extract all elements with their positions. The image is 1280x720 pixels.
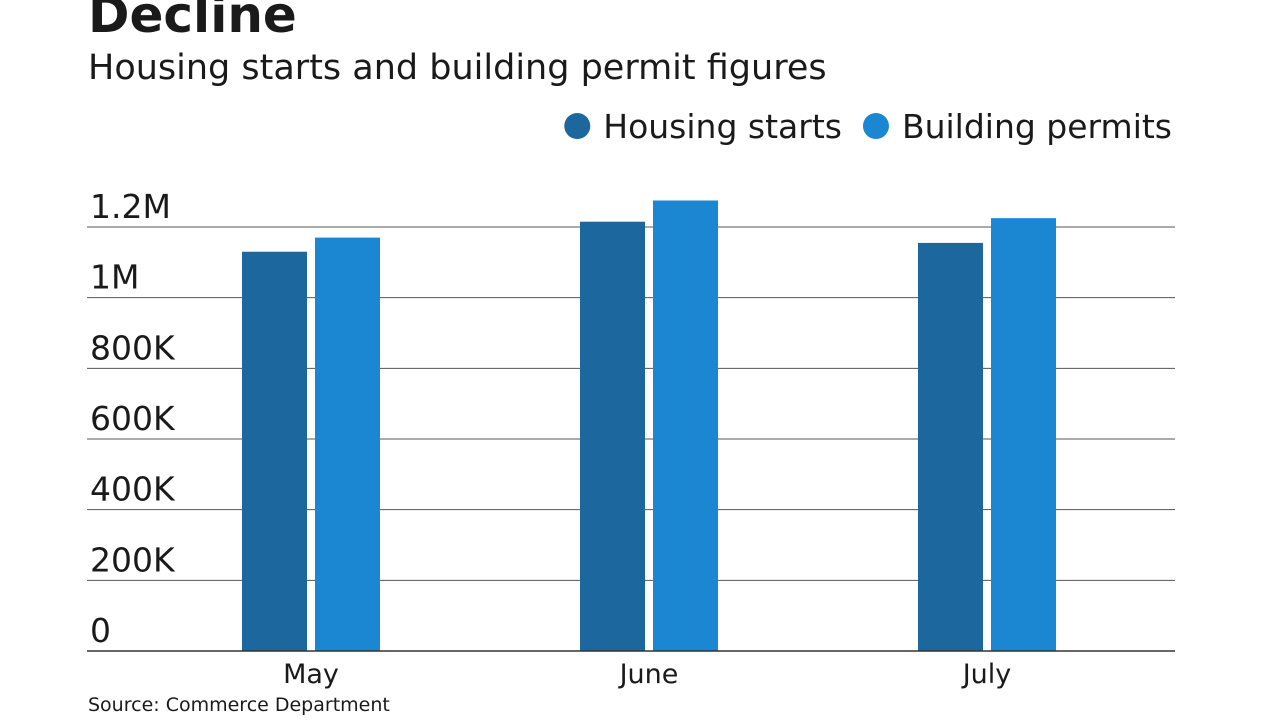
chart-title: Decline: [88, 0, 297, 44]
legend-marker: [564, 113, 591, 139]
x-tick-label: June: [618, 659, 679, 690]
y-tick-label: 1.2M: [90, 187, 171, 226]
chart-subtitle: Housing starts and building permit figur…: [88, 48, 827, 88]
y-tick-label: 800K: [90, 328, 176, 367]
bar: [918, 242, 983, 651]
x-tick-label: July: [961, 659, 1012, 690]
source-note: Source: Commerce Department: [88, 694, 390, 716]
legend-marker: [862, 113, 889, 139]
bar: [653, 200, 718, 651]
legend-label: Building permits: [902, 107, 1172, 146]
y-tick-label: 600K: [90, 399, 176, 438]
bar: [991, 218, 1056, 651]
bar: [242, 251, 307, 651]
y-tick-label: 400K: [90, 470, 176, 509]
bar: [315, 237, 380, 651]
y-tick-label: 0: [90, 611, 111, 650]
x-tick-label: May: [283, 659, 339, 690]
y-tick-label: 200K: [90, 540, 176, 579]
legend-label: Housing starts: [603, 107, 842, 146]
bar: [580, 221, 645, 651]
y-tick-label: 1M: [90, 258, 139, 297]
